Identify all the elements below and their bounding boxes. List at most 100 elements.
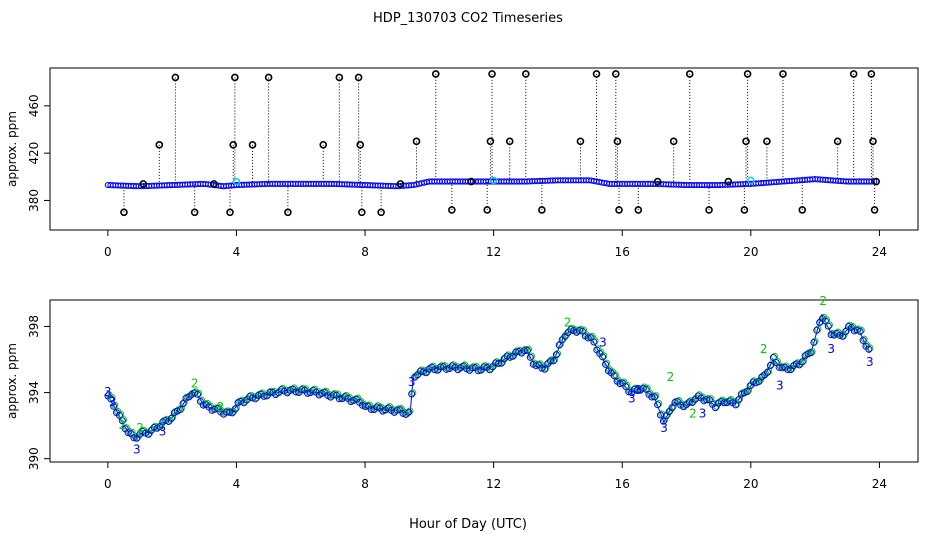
bottom-x-tick-label: 24	[872, 477, 887, 491]
co2-point-label: 3	[776, 378, 784, 392]
outlier-point	[335, 73, 344, 82]
co2-point	[766, 361, 774, 369]
outlier-point	[870, 206, 879, 214]
outlier-point	[798, 206, 807, 214]
outlier-point	[139, 180, 148, 188]
co2-point	[651, 393, 659, 401]
outlier-point	[248, 141, 257, 149]
bottom-x-tick-label: 4	[233, 477, 241, 491]
co2-point-alt	[736, 395, 744, 403]
outlier-point	[467, 177, 475, 186]
x-axis-label: Hour of Day (UTC)	[409, 517, 527, 532]
outlier-point	[354, 73, 363, 82]
co2-point	[437, 363, 445, 371]
co2-point	[616, 380, 624, 388]
bottom-y-tick-label: 398	[27, 315, 41, 338]
co2-point	[110, 402, 118, 410]
co2-point-alt	[180, 398, 188, 406]
co2-point	[298, 386, 306, 394]
co2-point-alt	[117, 410, 125, 418]
top-y-tick-label: 460	[27, 94, 41, 117]
co2-point-label: 3	[133, 443, 141, 457]
outlier-point	[229, 141, 238, 149]
outlier-point	[634, 206, 643, 214]
co2-point	[335, 395, 343, 403]
cyan-point	[489, 176, 498, 185]
co2-point	[249, 394, 257, 402]
co2-line	[107, 313, 871, 440]
outlier-point	[358, 208, 366, 217]
co2-point	[442, 365, 450, 373]
co2-point-alt	[857, 326, 865, 334]
co2-point-alt	[120, 416, 128, 424]
co2-point-label: 2	[689, 406, 697, 420]
co2-point	[168, 414, 176, 422]
co2-point-alt	[481, 362, 489, 370]
co2-point-alt	[591, 337, 599, 345]
outlier-point	[653, 177, 662, 186]
co2-point-alt	[111, 401, 119, 409]
bottom-y-tick-label: 390	[27, 447, 41, 470]
co2-point	[393, 406, 401, 414]
co2-point	[599, 353, 607, 361]
co2-point-alt	[626, 387, 634, 395]
cyan-point	[747, 176, 755, 185]
co2-point	[807, 349, 815, 357]
co2-point	[865, 345, 873, 353]
co2-point-alt	[420, 367, 428, 375]
co2-point-alt	[250, 393, 258, 401]
co2-point-label: 3	[408, 375, 416, 389]
co2-point	[859, 336, 867, 344]
bottom-x-tick-label: 12	[486, 477, 501, 491]
co2-point-label: 2	[819, 294, 827, 308]
co2-point-alt	[556, 340, 564, 348]
co2-point	[584, 334, 592, 342]
top-x-tick-label: 24	[872, 245, 887, 259]
co2-point-label: 2	[191, 377, 199, 391]
outlier-point	[685, 70, 694, 78]
co2-point-alt	[799, 357, 807, 365]
outlier-point	[538, 206, 546, 214]
co2-point-alt	[643, 384, 651, 392]
co2-point-label: 2	[760, 342, 768, 356]
outlier-point	[431, 70, 440, 78]
top-y-tick-label: 380	[27, 189, 41, 212]
co2-point	[194, 390, 202, 398]
outlier-point	[486, 137, 495, 146]
co2-point	[555, 341, 563, 349]
co2-point-alt	[525, 345, 533, 353]
co2-point	[648, 393, 656, 401]
co2-point	[685, 398, 693, 406]
outlier-point	[120, 208, 128, 217]
bottom-plot-frame	[49, 299, 919, 463]
top-x-tick-label: 0	[104, 245, 112, 259]
outlier-point	[743, 70, 752, 78]
co2-point	[521, 347, 529, 355]
bottom-x-tick-label: 16	[615, 477, 630, 491]
co2-point	[610, 372, 618, 380]
co2-point	[474, 367, 482, 375]
outlier-point	[284, 208, 292, 217]
co2-point-alt	[293, 387, 301, 395]
co2-point-label: 3	[699, 406, 707, 420]
co2-point-alt	[669, 403, 677, 411]
outlier-point	[779, 70, 787, 78]
bottom-x-tick-label: 0	[104, 477, 112, 491]
co2-point-alt	[496, 358, 504, 366]
co2-point	[547, 357, 555, 365]
co2-point	[266, 388, 274, 396]
co2-point	[330, 391, 338, 399]
co2-point	[842, 327, 850, 335]
co2-point	[118, 417, 126, 425]
co2-point	[668, 404, 676, 412]
co2-point-label: 3	[599, 335, 607, 349]
co2-point-alt	[744, 386, 752, 394]
co2-point	[622, 383, 630, 391]
top-plot-frame	[49, 67, 919, 231]
co2-point	[824, 322, 832, 330]
outlier-point	[226, 208, 234, 217]
co2-point	[590, 338, 598, 346]
co2-point-alt	[623, 381, 631, 389]
